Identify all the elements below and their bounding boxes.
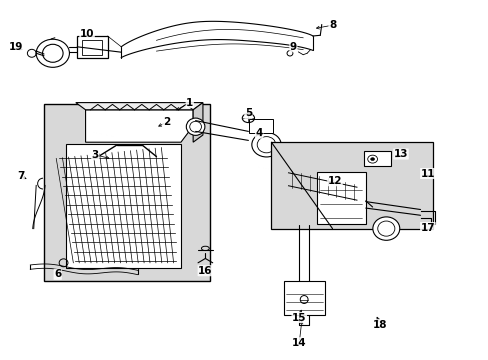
- FancyBboxPatch shape: [44, 104, 210, 281]
- Text: 1: 1: [186, 98, 193, 108]
- Text: 17: 17: [420, 222, 434, 233]
- Polygon shape: [66, 144, 181, 268]
- Ellipse shape: [372, 217, 399, 240]
- Text: 5: 5: [244, 108, 251, 118]
- Polygon shape: [193, 103, 203, 142]
- Polygon shape: [85, 110, 193, 142]
- FancyBboxPatch shape: [283, 281, 325, 315]
- FancyBboxPatch shape: [81, 40, 102, 55]
- Text: 19: 19: [8, 42, 23, 52]
- Text: 18: 18: [372, 320, 387, 330]
- Text: 4: 4: [255, 128, 263, 138]
- Ellipse shape: [251, 132, 281, 157]
- Text: 14: 14: [291, 338, 306, 348]
- Ellipse shape: [186, 118, 204, 135]
- Polygon shape: [76, 103, 203, 110]
- Text: 10: 10: [80, 29, 94, 39]
- Text: 3: 3: [92, 150, 99, 160]
- FancyBboxPatch shape: [77, 36, 107, 58]
- Text: 16: 16: [198, 266, 212, 276]
- Text: 6: 6: [54, 269, 61, 279]
- Text: 9: 9: [289, 42, 296, 52]
- Text: 15: 15: [291, 312, 306, 323]
- Text: 7: 7: [17, 171, 24, 181]
- Text: 8: 8: [328, 20, 335, 30]
- Text: 11: 11: [420, 168, 434, 179]
- Text: 13: 13: [393, 149, 407, 159]
- Ellipse shape: [370, 158, 374, 161]
- FancyBboxPatch shape: [249, 119, 272, 133]
- FancyBboxPatch shape: [316, 172, 365, 224]
- Text: 12: 12: [327, 176, 342, 186]
- FancyBboxPatch shape: [271, 142, 432, 229]
- FancyBboxPatch shape: [364, 151, 390, 166]
- Text: 2: 2: [163, 117, 169, 127]
